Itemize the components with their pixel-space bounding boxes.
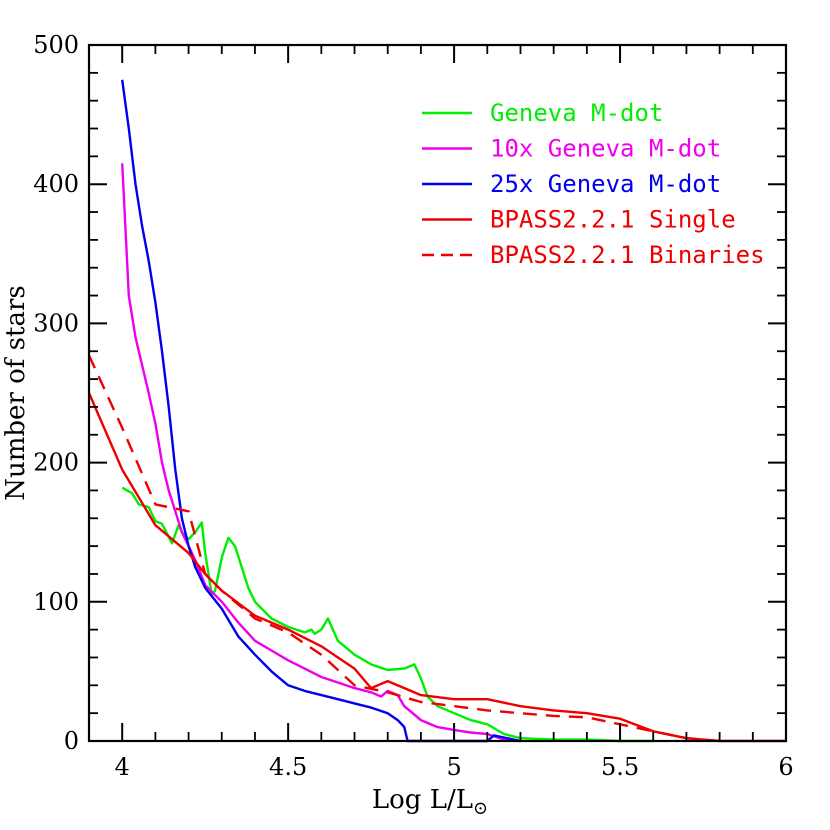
series-line-geneva-m-dot xyxy=(121,486,654,743)
series-line-25x-geneva-m-dot xyxy=(121,79,521,743)
y-tick-label: 0 xyxy=(64,727,79,755)
x-tick-label: 5 xyxy=(446,753,461,781)
y-tick-label: 500 xyxy=(33,31,79,59)
legend-label: BPASS2.2.1 Single xyxy=(490,206,736,234)
legend-label: Geneva M-dot xyxy=(490,99,663,127)
series-line-10x-geneva-m-dot xyxy=(121,163,521,743)
legend: Geneva M-dot 10x Geneva M-dot 25x Geneva M… xyxy=(422,99,765,269)
x-tick-label: 6 xyxy=(778,753,793,781)
legend-label: BPASS2.2.1 Binaries xyxy=(490,241,765,269)
x-tick-label: 4.5 xyxy=(269,753,307,781)
y-tick-label: 400 xyxy=(33,170,79,198)
legend-label: 10x Geneva M-dot xyxy=(490,135,721,163)
series-curves xyxy=(87,79,786,743)
series-line-bpass2-2-1-binaries xyxy=(87,354,720,743)
y-axis-label: Number of stars xyxy=(1,285,31,500)
x-tick-label: 4 xyxy=(115,753,130,781)
plot-frame xyxy=(87,43,788,743)
y-tick-label: 300 xyxy=(33,309,79,337)
x-axis-label: Log L/L⊙ xyxy=(372,785,488,819)
y-tick-label: 100 xyxy=(33,588,79,616)
legend-label: 25x Geneva M-dot xyxy=(490,170,721,198)
axis-ticks: 4 4.5 5 5.5 6 0 100 200 300 400 500 xyxy=(33,31,793,781)
series-line-bpass2-2-1-single xyxy=(87,392,786,743)
y-tick-label: 200 xyxy=(33,449,79,477)
x-tick-label: 5.5 xyxy=(601,753,639,781)
